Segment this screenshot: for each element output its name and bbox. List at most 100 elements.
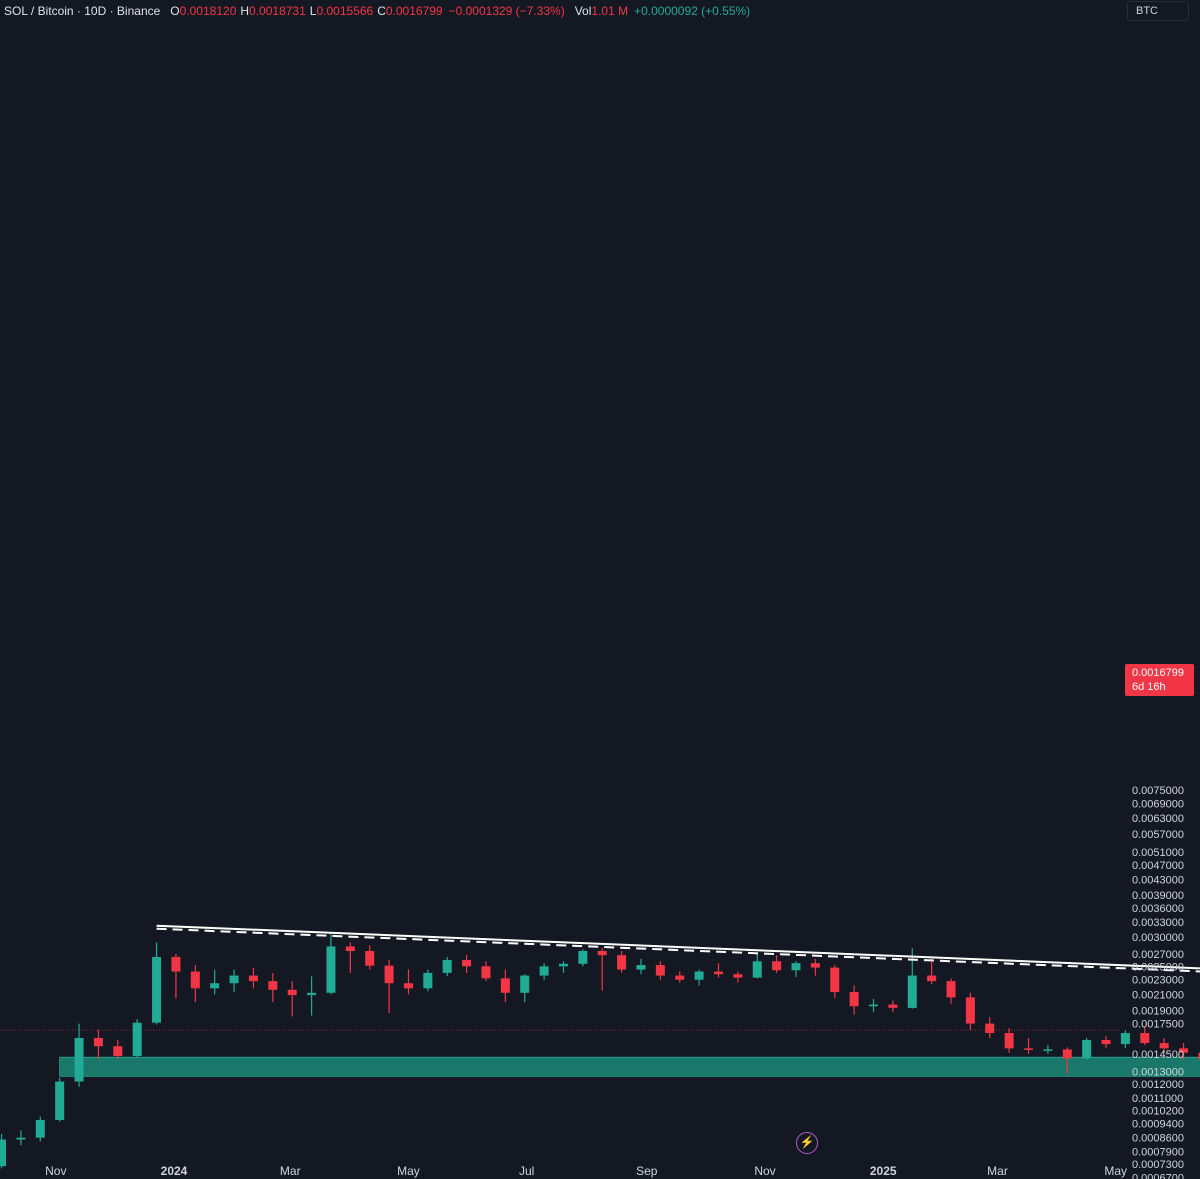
candle-body — [132, 1022, 142, 1057]
y-tick-label: 0.0012000 — [1132, 1079, 1184, 1091]
candle — [927, 958, 937, 984]
candle — [946, 978, 956, 1004]
x-tick-label: Jul — [519, 1164, 534, 1178]
candle — [675, 971, 685, 983]
candle — [1004, 1028, 1014, 1053]
candle-body — [597, 951, 607, 956]
y-tick-label: 0.0017500 — [1132, 1019, 1184, 1031]
candle — [326, 931, 336, 995]
candle-body — [500, 978, 510, 993]
candle-body — [617, 955, 627, 970]
candle — [597, 948, 607, 991]
candle — [74, 1023, 84, 1087]
candle — [500, 969, 510, 1003]
symbol-title[interactable]: SOL / Bitcoin · 10D · Binance — [4, 4, 161, 18]
y-tick-label: 0.0007900 — [1132, 1146, 1184, 1158]
candle-body — [772, 961, 782, 971]
candle-body — [307, 992, 317, 996]
candle — [481, 961, 491, 982]
x-tick-label: Nov — [45, 1164, 66, 1178]
last-price-label: 0.0016799 6d 16h — [1125, 664, 1194, 696]
candle — [307, 976, 317, 1016]
candle — [636, 958, 646, 975]
candle — [35, 1116, 45, 1142]
resistance-trendline-dashed[interactable] — [156, 927, 1200, 997]
x-tick-label: 2025 — [870, 1164, 897, 1178]
x-tick-label: 2024 — [161, 1164, 188, 1178]
candle-body — [520, 975, 530, 993]
volume-value: 1.01 M — [591, 4, 629, 18]
candle — [132, 1019, 142, 1058]
candle-body — [248, 975, 258, 982]
candle-body — [0, 1139, 7, 1167]
x-tick-label: May — [397, 1164, 420, 1178]
candle — [403, 969, 413, 995]
candle — [655, 961, 665, 980]
change-value: −0.0001329 (−7.33%) — [448, 4, 565, 18]
open-key: O — [170, 4, 180, 18]
candle-body — [1062, 1049, 1072, 1059]
support-zone-layer — [59, 1056, 1200, 1077]
y-tick-label: 0.0019000 — [1132, 1005, 1184, 1017]
candle-body — [481, 966, 491, 979]
candle-body — [462, 960, 472, 967]
candle-body — [423, 972, 433, 989]
candle-body — [965, 997, 975, 1024]
candle-body — [985, 1023, 995, 1034]
candle — [16, 1130, 26, 1146]
candle-body — [578, 951, 588, 964]
candle — [287, 981, 297, 1017]
y-tick-label: 0.0043000 — [1132, 874, 1184, 886]
x-tick-label: Nov — [754, 1164, 775, 1178]
candle — [1159, 1037, 1169, 1053]
y-tick-label: 0.0025000 — [1132, 961, 1184, 973]
candle-body — [1159, 1043, 1169, 1049]
candle-body — [210, 983, 220, 989]
x-tick-label: Mar — [987, 1164, 1008, 1178]
candle-body — [830, 967, 840, 993]
candle — [171, 953, 181, 999]
candle — [810, 958, 820, 976]
y-tick-label: 0.0010200 — [1132, 1105, 1184, 1117]
volume-change-value: +0.0000092 (+0.55%) — [634, 4, 751, 18]
candle-body — [655, 965, 665, 976]
candle — [869, 998, 879, 1013]
candle-body — [55, 1081, 65, 1120]
close-value: 0.0016799 — [385, 4, 443, 18]
support-zone — [59, 1056, 1200, 1077]
chart-legend: SOL / Bitcoin · 10D · Binance O 0.0018120… — [4, 3, 750, 19]
candle — [152, 942, 162, 1025]
currency-button[interactable]: BTC — [1127, 1, 1189, 21]
y-tick-label: 0.0021000 — [1132, 989, 1184, 1001]
candle-body — [810, 963, 820, 968]
candle — [694, 969, 704, 986]
candle-body — [365, 951, 375, 966]
candle-body — [229, 975, 239, 984]
close-key: C — [377, 4, 386, 18]
high-value: 0.0018731 — [249, 4, 306, 18]
candle — [1101, 1035, 1111, 1049]
y-tick-label: 0.0023000 — [1132, 975, 1184, 987]
y-tick-label: 0.0063000 — [1132, 813, 1184, 825]
candle — [733, 971, 743, 983]
candle — [248, 967, 258, 989]
resistance-trendline[interactable] — [156, 924, 1200, 994]
candle-body — [442, 960, 452, 973]
candle — [1120, 1030, 1130, 1049]
candle — [55, 1077, 65, 1122]
lightning-icon[interactable]: ⚡ — [796, 1132, 818, 1154]
candle — [752, 953, 762, 979]
candle — [210, 969, 220, 995]
bar-countdown: 6d 16h — [1132, 681, 1166, 693]
candle — [1179, 1043, 1189, 1060]
y-tick-label: 0.0009400 — [1132, 1118, 1184, 1130]
candle — [965, 992, 975, 1031]
y-tick-label: 0.0069000 — [1132, 798, 1184, 810]
candle — [423, 969, 433, 992]
x-tick-label: Sep — [636, 1164, 658, 1178]
y-tick-label: 0.0027000 — [1132, 949, 1184, 961]
candle-body — [287, 989, 297, 996]
y-tick-label: 0.0075000 — [1132, 785, 1184, 797]
